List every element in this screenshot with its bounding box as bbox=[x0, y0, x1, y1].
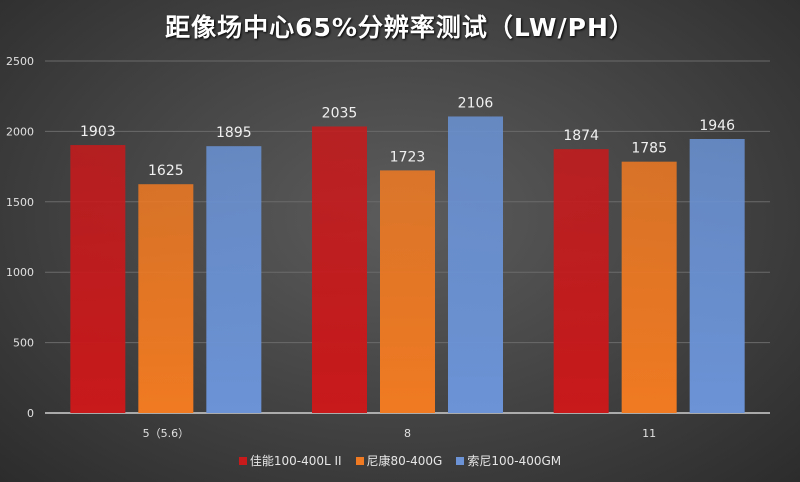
x-tick-label: 11 bbox=[642, 427, 656, 440]
bar bbox=[689, 139, 745, 413]
bar bbox=[448, 116, 503, 414]
data-label: 2106 bbox=[458, 95, 494, 111]
legend-swatch bbox=[238, 456, 247, 465]
data-label: 1946 bbox=[699, 118, 735, 134]
data-label: 2035 bbox=[322, 105, 358, 121]
data-label: 1874 bbox=[563, 128, 599, 144]
bar bbox=[553, 149, 609, 413]
x-tick-label: 8 bbox=[404, 427, 411, 440]
data-label: 1903 bbox=[80, 124, 116, 140]
y-tick-label: 0 bbox=[27, 407, 34, 420]
y-tick-label: 500 bbox=[13, 337, 34, 350]
data-label: 1723 bbox=[390, 149, 426, 165]
x-tick-label: 5（5.6） bbox=[143, 427, 190, 440]
legend-item[interactable]: 佳能100-400L II bbox=[238, 452, 342, 469]
legend-label: 索尼100-400GM bbox=[467, 454, 562, 468]
legend-swatch bbox=[456, 456, 465, 465]
data-label: 1625 bbox=[148, 163, 184, 179]
bar bbox=[70, 145, 126, 413]
legend-label: 尼康80-400G bbox=[366, 454, 443, 468]
data-label: 1785 bbox=[631, 141, 667, 157]
legend-item[interactable]: 索尼100-400GM bbox=[456, 452, 561, 469]
bar bbox=[312, 126, 367, 414]
bar bbox=[138, 184, 194, 413]
y-tick-label: 2000 bbox=[6, 125, 34, 138]
legend: 佳能100-400L II 尼康80-400G 索尼100-400GM bbox=[0, 452, 800, 469]
y-tick-label: 1000 bbox=[6, 266, 34, 279]
bar bbox=[206, 146, 262, 413]
chart-title: 距像场中心65%分辨率测试（LW/PH） bbox=[165, 13, 635, 42]
bar bbox=[380, 170, 435, 413]
data-label: 1895 bbox=[216, 125, 252, 141]
y-tick-label: 2500 bbox=[6, 55, 34, 68]
bar bbox=[621, 161, 677, 413]
legend-item[interactable]: 尼康80-400G bbox=[355, 452, 443, 469]
y-tick-label: 1500 bbox=[6, 196, 34, 209]
legend-label: 佳能100-400L II bbox=[249, 454, 342, 468]
legend-swatch bbox=[355, 456, 364, 465]
